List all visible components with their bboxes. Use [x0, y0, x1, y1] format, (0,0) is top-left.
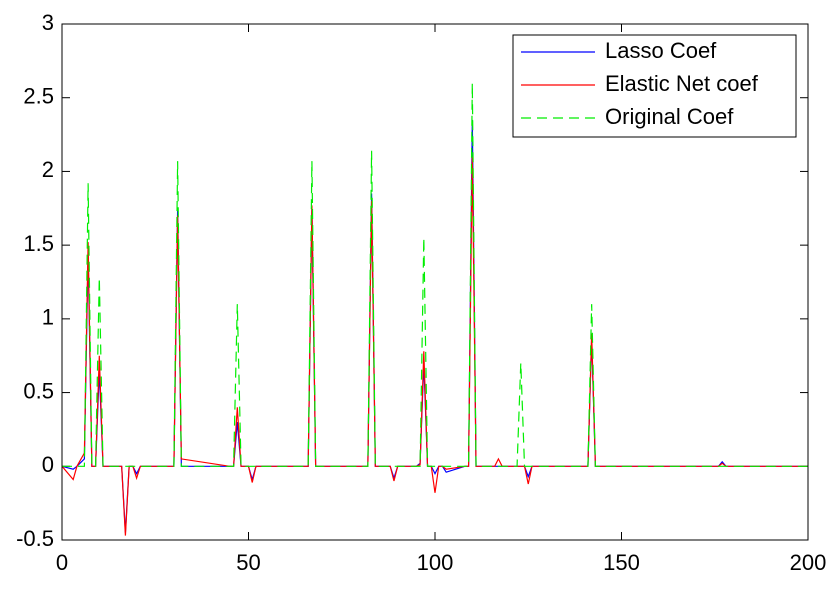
y-tick-label: 1.5 — [23, 231, 54, 256]
x-tick-label: 150 — [603, 550, 640, 575]
x-tick-label: 0 — [56, 550, 68, 575]
plot-frame — [61, 23, 809, 541]
y-tick-label: 3 — [42, 10, 54, 35]
series-line — [62, 82, 808, 467]
series-line — [61, 156, 808, 536]
x-tick-label: 50 — [236, 550, 260, 575]
y-tick-label: 2 — [42, 157, 54, 182]
y-tick-label: 0.5 — [23, 378, 54, 403]
y-tick-label: 1 — [42, 305, 54, 330]
y-tick-label: 0 — [42, 452, 54, 477]
x-tick-label: 100 — [417, 550, 454, 575]
legend-label: Lasso Coef — [605, 38, 717, 63]
y-tick-label: 2.5 — [23, 84, 54, 109]
x-tick-label: 200 — [790, 550, 827, 575]
y-tick-label: -0.5 — [16, 526, 54, 551]
legend-label: Original Coef — [605, 104, 734, 129]
legend-label: Elastic Net coef — [605, 71, 759, 96]
